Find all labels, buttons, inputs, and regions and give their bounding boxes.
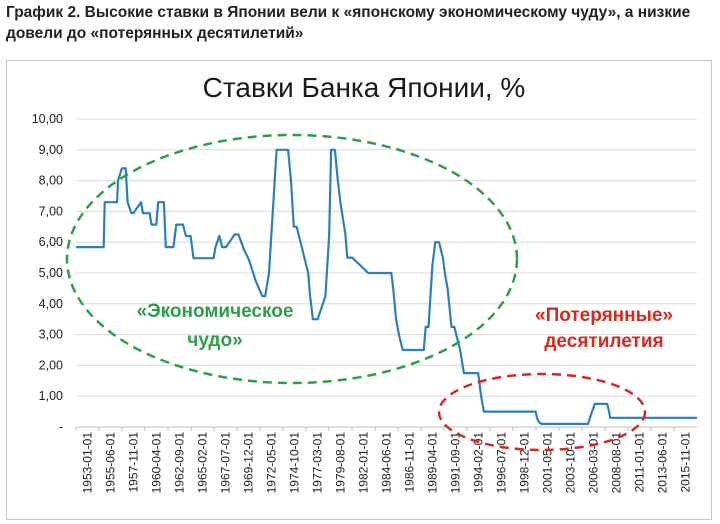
x-tick-label: 1969-12-01 — [242, 432, 256, 494]
x-tick-label: 1994-02-01 — [472, 432, 486, 494]
x-tick-label: 1953-01-01 — [81, 432, 95, 494]
y-tick-label: 3,00 — [39, 328, 63, 342]
x-tick-label: 1960-04-01 — [150, 432, 164, 494]
annotation-lost-decades-line1: «Потерянные» — [535, 305, 673, 326]
economic-miracle-ellipse — [65, 133, 519, 385]
x-tick-label: 1979-08-01 — [334, 432, 348, 494]
x-tick-label: 1957-11-01 — [127, 432, 141, 493]
annotation-lost-decades-line2: десятилетия — [544, 331, 663, 352]
y-tick-label: 9,00 — [39, 143, 63, 157]
annotation-economic-miracle-line2: чудо» — [187, 330, 242, 351]
y-tick-label: 2,00 — [39, 358, 63, 372]
x-tick-label: 2001-05-01 — [541, 432, 555, 494]
x-tick-label: 2003-10-01 — [564, 432, 578, 494]
annotation-economic-miracle-line1: «Экономическое — [137, 301, 294, 322]
x-tick-label: 1989-04-01 — [426, 432, 440, 494]
x-tick-label: 2015-11-01 — [679, 432, 693, 493]
y-tick-label: 8,00 — [39, 174, 63, 188]
x-tick-label: 2013-06-01 — [656, 432, 670, 494]
y-tick-label: 5,00 — [39, 266, 63, 280]
x-tick-label: 1982-01-01 — [357, 432, 371, 494]
chart-frame: Ставки Банка Японии, % - 1,00 2,00 3,00 4,00… — [6, 60, 712, 520]
lost-decades-ellipse — [437, 372, 647, 452]
y-tick-label: 6,00 — [39, 235, 63, 249]
chart-title: Ставки Банка Японии, % — [203, 72, 526, 103]
x-tick-label: 1984-06-01 — [380, 432, 394, 494]
x-tick-label: 2011-01-01 — [633, 432, 647, 493]
x-tick-label: 1962-09-01 — [173, 432, 187, 494]
x-tick-label: 1986-11-01 — [403, 432, 417, 493]
x-tick-label: 1967-07-01 — [219, 432, 233, 494]
x-tick-label: 1977-03-01 — [311, 432, 325, 494]
y-tick-label: 4,00 — [39, 297, 63, 311]
x-tick-label: 1972-05-01 — [265, 432, 279, 494]
figure-caption: График 2. Высокие ставки в Японии вели к… — [6, 4, 691, 42]
x-tick-label: 1996-07-01 — [495, 432, 509, 494]
y-tick-label: 7,00 — [39, 204, 63, 218]
rate-series-line — [76, 148, 697, 425]
x-tick-label: 2008-08-01 — [610, 432, 624, 494]
line-chart: Ставки Банка Японии, % - 1,00 2,00 3,00 4,00… — [7, 61, 711, 519]
x-tick-label: 1965-02-01 — [196, 432, 210, 494]
y-tick-label: 10,00 — [32, 112, 63, 126]
x-tick-label: 2006-03-01 — [587, 432, 601, 494]
x-tick-label: 1955-06-01 — [104, 432, 118, 494]
x-tick-label: 1974-10-01 — [288, 432, 302, 494]
x-tick-label: 1998-12-01 — [518, 432, 532, 494]
y-tick-label: - — [59, 420, 63, 434]
x-tick-label: 1991-09-01 — [449, 432, 463, 494]
y-tick-label: 1,00 — [39, 389, 63, 403]
